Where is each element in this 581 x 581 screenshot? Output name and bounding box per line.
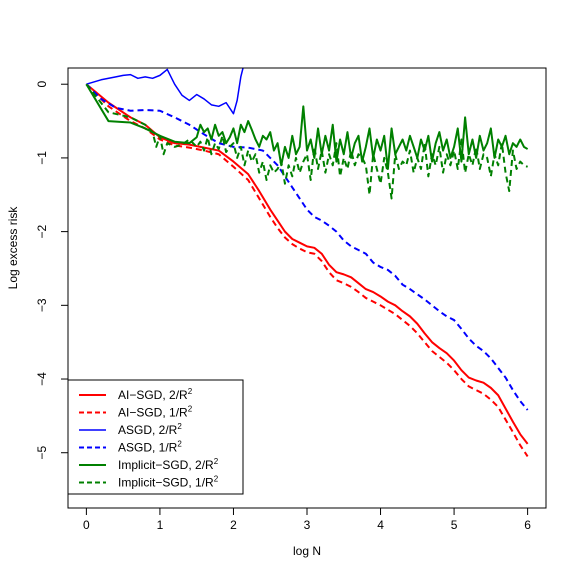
series-line-4 — [85, 83, 529, 411]
x-tick-label: 4 — [377, 518, 384, 532]
legend-label-1: AI−SGD, 2/R2 — [118, 387, 193, 402]
series-line-3 — [86, 68, 244, 115]
y-tick-label: −4 — [35, 372, 49, 386]
series-line-2 — [85, 83, 529, 457]
y-tick-label: −2 — [35, 224, 49, 238]
x-tick-label: 1 — [157, 518, 164, 532]
legend: AI−SGD, 2/R2 AI−SGD, 1/R2 ASGD, 2/R2 ASGD, … — [67, 379, 244, 495]
y-tick-label: 0 — [35, 81, 49, 88]
legend-label-4: ASGD, 1/R2 — [118, 440, 182, 455]
series-layer — [85, 68, 529, 457]
series-line-1 — [85, 83, 529, 445]
legend-label-2: AI−SGD, 1/R2 — [118, 405, 193, 420]
legend-label-5: Implicit−SGD, 2/R2 — [118, 457, 219, 472]
y-axis: 0 −1 −2 −3 −4 −5 — [35, 81, 69, 460]
x-tick-label: 0 — [83, 518, 90, 532]
series-line-5 — [85, 83, 529, 170]
x-tick-label: 6 — [524, 518, 531, 532]
x-tick-label: 5 — [451, 518, 458, 532]
y-tick-label: −1 — [35, 151, 49, 165]
y-tick-label: −5 — [35, 446, 49, 460]
x-axis-title: log N — [293, 544, 321, 558]
y-axis-title: Log excess risk — [6, 206, 20, 290]
legend-label-3: ASGD, 2/R2 — [118, 422, 182, 437]
legend-label-6: Implicit−SGD, 1/R2 — [118, 475, 219, 490]
x-axis: 0 1 2 3 4 5 6 — [83, 507, 531, 532]
x-tick-label: 2 — [230, 518, 237, 532]
legend-box — [67, 379, 244, 495]
y-tick-label: −3 — [35, 298, 49, 312]
x-tick-label: 3 — [304, 518, 311, 532]
